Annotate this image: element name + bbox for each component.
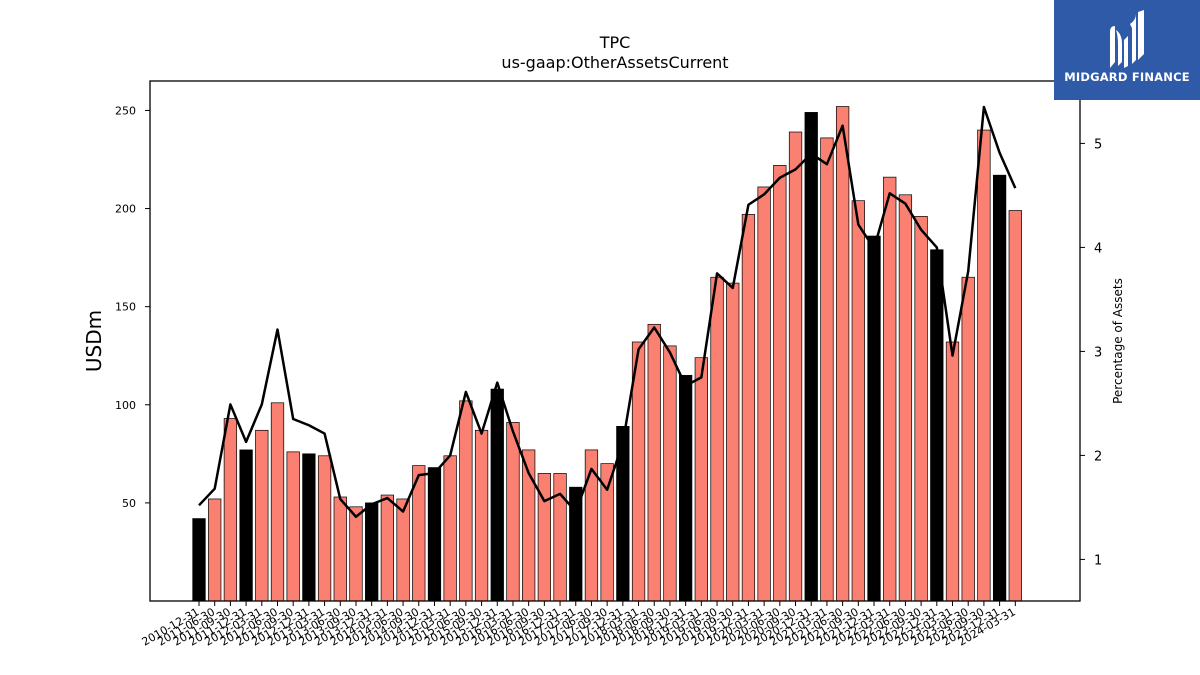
bar — [757, 186, 771, 602]
logo-mark-icon — [1110, 10, 1144, 68]
bar — [270, 402, 285, 602]
y-axis-left: 50 100 150 200 250 — [115, 104, 150, 510]
y-tick-label: 150 — [115, 301, 136, 314]
bar — [349, 506, 363, 602]
bar — [380, 494, 395, 602]
bar — [192, 518, 206, 602]
bar — [883, 176, 897, 602]
bar — [553, 473, 567, 602]
y2-tick-label: 3 — [1094, 345, 1102, 360]
y2-tick-label: 2 — [1094, 449, 1102, 464]
y2-tick-label: 1 — [1094, 553, 1102, 568]
bar — [679, 374, 693, 602]
bar — [208, 498, 222, 602]
bar — [255, 429, 269, 602]
bar — [788, 131, 803, 602]
bar — [741, 214, 756, 602]
bar — [490, 388, 504, 602]
bar — [914, 216, 928, 602]
bar — [317, 455, 332, 602]
y-tick-label: 250 — [115, 104, 136, 117]
y-tick-label: 200 — [115, 203, 136, 216]
bar — [930, 249, 944, 602]
bar — [820, 137, 834, 602]
x-axis: 2010-12-312011-06-302011-09-302011-12-31… — [140, 601, 1018, 649]
bar — [961, 276, 975, 602]
bar — [835, 106, 850, 602]
bar — [302, 453, 316, 602]
bar — [710, 276, 724, 602]
bar — [867, 235, 881, 602]
bar — [286, 451, 300, 602]
y2-axis-label: Percentage of Assets — [1111, 278, 1125, 404]
bar — [474, 429, 489, 602]
bar — [506, 422, 520, 602]
y-axis-label: USDm — [82, 310, 106, 372]
bar — [992, 174, 1007, 602]
bar — [977, 129, 991, 602]
plot-frame — [149, 80, 1081, 602]
bar — [898, 194, 913, 602]
bar — [459, 400, 473, 602]
bar — [239, 449, 253, 602]
bar — [945, 341, 960, 602]
bar — [396, 498, 410, 602]
y2-tick-label: 5 — [1094, 137, 1102, 152]
line-series — [198, 105, 1017, 519]
bar — [804, 112, 818, 602]
y2-tick-label: 4 — [1094, 241, 1102, 256]
y-tick-label: 100 — [115, 399, 136, 412]
bar — [584, 449, 599, 602]
bar — [1008, 210, 1022, 602]
y-axis-right: 1 2 3 4 5 — [1080, 137, 1102, 568]
bar — [443, 455, 457, 602]
midgard-finance-logo: MIDGARD FINANCE — [1054, 0, 1200, 100]
logo-text: MIDGARD FINANCE — [1064, 70, 1190, 84]
bar — [223, 418, 238, 602]
bar — [333, 496, 347, 602]
chart-subtitle: us-gaap:OtherAssetsCurrent — [501, 53, 728, 72]
bar — [569, 486, 583, 602]
bar — [647, 323, 661, 602]
percentage-line — [198, 105, 1017, 519]
bar — [663, 345, 677, 602]
bar — [851, 200, 865, 602]
bar — [726, 282, 740, 602]
chart-title: TPC — [599, 33, 631, 52]
bar — [365, 502, 379, 602]
bar — [773, 165, 787, 602]
bars — [192, 106, 1022, 602]
y-tick-label: 50 — [122, 497, 136, 510]
bar — [427, 467, 442, 602]
bar — [694, 357, 708, 602]
